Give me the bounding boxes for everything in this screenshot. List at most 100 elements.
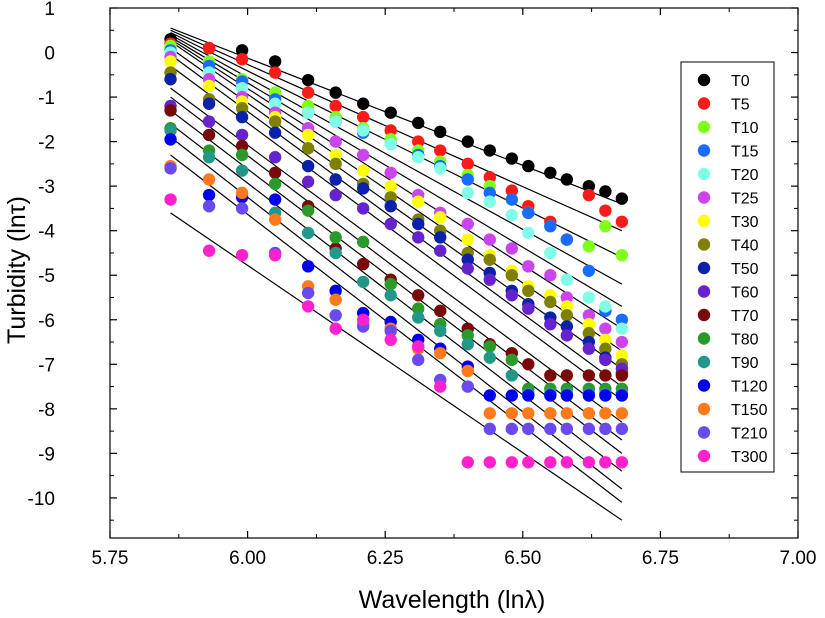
- point-t70: [412, 289, 425, 302]
- point-t5: [434, 144, 447, 157]
- point-t40: [301, 142, 315, 155]
- point-t60: [560, 329, 574, 342]
- legend-label-t120: T120: [731, 379, 768, 396]
- point-t15: [505, 193, 518, 206]
- point-t60: [268, 151, 282, 164]
- point-t210: [522, 422, 535, 436]
- point-t80: [461, 329, 474, 342]
- point-t20: [356, 124, 370, 137]
- point-t210: [461, 380, 474, 393]
- point-t60: [522, 302, 535, 315]
- y-tick-label: -6: [38, 311, 55, 332]
- point-t10: [582, 240, 596, 253]
- point-t0: [384, 106, 397, 119]
- point-t5: [202, 41, 216, 55]
- point-t40: [329, 157, 342, 171]
- point-t300: [483, 456, 496, 469]
- point-t5: [356, 110, 370, 124]
- y-tick-label: -2: [38, 133, 55, 154]
- point-t30: [412, 195, 425, 208]
- point-t0: [268, 55, 282, 68]
- point-t60: [412, 231, 425, 244]
- point-t25: [544, 269, 557, 282]
- point-t210: [582, 422, 596, 436]
- point-t150: [505, 407, 518, 420]
- point-t80: [301, 204, 315, 217]
- y-tick-label: -1: [38, 88, 55, 109]
- point-t90: [356, 275, 370, 289]
- point-t15: [522, 206, 535, 220]
- point-t5: [329, 99, 342, 113]
- point-t0: [522, 159, 535, 173]
- point-t50: [235, 110, 249, 124]
- point-t80: [268, 177, 282, 191]
- point-t20: [483, 195, 496, 208]
- point-t300: [235, 248, 249, 262]
- point-t70: [164, 104, 177, 117]
- legend-label-t15: T15: [731, 144, 759, 161]
- point-t210: [384, 324, 397, 338]
- x-tick-label: 7.00: [780, 548, 817, 569]
- point-t150: [329, 293, 342, 306]
- point-t0: [615, 192, 629, 205]
- point-t300: [301, 300, 315, 313]
- point-t300: [599, 456, 612, 469]
- point-t40: [599, 342, 612, 355]
- point-t120: [544, 389, 557, 402]
- point-t150: [599, 407, 612, 420]
- point-t120: [202, 188, 216, 202]
- legend-label-t30: T30: [731, 214, 759, 231]
- point-t300: [461, 456, 474, 469]
- point-t40: [582, 326, 596, 340]
- point-t25: [522, 260, 535, 273]
- point-t5: [301, 86, 315, 99]
- point-t60: [329, 188, 342, 202]
- point-t0: [461, 135, 474, 148]
- point-t5: [582, 188, 596, 202]
- legend-marker-t60: [697, 285, 711, 298]
- point-t5: [268, 66, 282, 79]
- point-t20: [582, 291, 596, 304]
- point-t210: [301, 286, 315, 300]
- point-t30: [615, 349, 629, 362]
- point-t210: [505, 422, 518, 436]
- legend-label-t0: T0: [731, 73, 750, 90]
- point-t20: [412, 151, 425, 164]
- point-t40: [544, 295, 557, 309]
- point-t300: [522, 456, 535, 469]
- point-t15: [582, 264, 596, 277]
- point-t20: [615, 322, 629, 335]
- legend-marker-t5: [697, 97, 711, 110]
- legend-label-t70: T70: [731, 308, 759, 325]
- point-t20: [384, 137, 397, 151]
- axis-ticks: 5.75 6.00 6.25 6.50 6.75 7.00 1 0 -1 -2 -3 -4 -5 -6 -7…: [28, 0, 817, 569]
- point-t210: [483, 422, 496, 436]
- point-t30: [560, 300, 574, 313]
- point-t300: [268, 248, 282, 262]
- y-tick-label: -7: [38, 355, 55, 376]
- point-t5: [483, 171, 496, 184]
- point-t70: [268, 166, 282, 179]
- fit-line-t300: [170, 212, 623, 521]
- point-t15: [560, 233, 574, 246]
- legend-label-t90: T90: [731, 355, 759, 372]
- x-tick-label: 5.75: [92, 548, 129, 569]
- point-t210: [560, 422, 574, 436]
- point-t300: [384, 333, 397, 347]
- point-t60: [356, 202, 370, 215]
- point-t50: [202, 97, 216, 110]
- point-t40: [483, 253, 496, 266]
- point-t30: [582, 318, 596, 331]
- point-t0: [544, 166, 557, 179]
- point-t10: [615, 248, 629, 262]
- point-t60: [582, 342, 596, 355]
- legend-marker-t150: [697, 402, 711, 416]
- point-t0: [356, 97, 370, 110]
- point-t40: [505, 269, 518, 282]
- point-t210: [329, 309, 342, 322]
- point-t60: [202, 115, 216, 128]
- point-t15: [544, 220, 557, 233]
- point-t150: [615, 407, 629, 420]
- point-t70: [356, 257, 370, 271]
- point-t300: [560, 456, 574, 469]
